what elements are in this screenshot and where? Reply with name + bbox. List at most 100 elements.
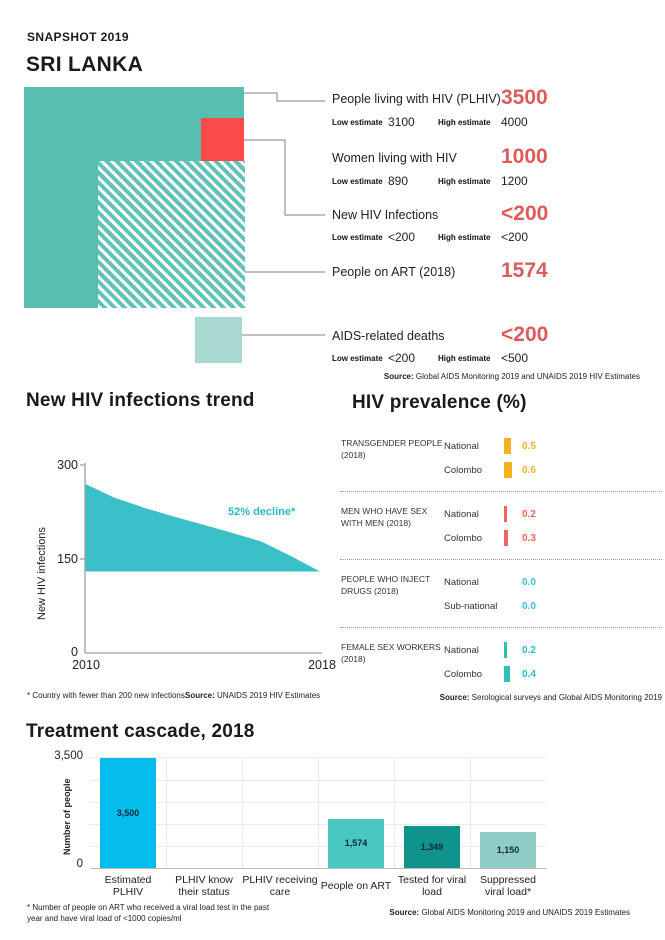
prevalence-group-label: PEOPLE WHO INJECT DRUGS (2018) — [341, 574, 431, 597]
source-text: Global AIDS Monitoring 2019 and UNAIDS 2… — [413, 372, 640, 381]
cascade-bar-value: 1,150 — [496, 844, 520, 855]
cascade-category-label: PLHIV know their status — [175, 873, 233, 898]
key-stats-source: Source: Global AIDS Monitoring 2019 and … — [300, 372, 640, 381]
prevalence-bar — [504, 462, 512, 478]
aids-deaths-square — [195, 317, 242, 363]
trend-area-shape — [85, 483, 320, 572]
prevalence-section-title: HIV prevalence (%) — [352, 392, 527, 413]
cascade-bar-value: 1,349 — [420, 841, 444, 852]
cascade-category-label: Suppressed viral load* — [479, 873, 537, 898]
cascade-bar: 1,349 — [404, 825, 460, 868]
gridline-vertical — [166, 758, 167, 868]
prevalence-bar — [504, 438, 511, 454]
decline-annotation: 52% decline* — [228, 506, 296, 518]
prevalence-row: National 0.2 — [444, 506, 662, 524]
snapshot-year-label: SNAPSHOT 2019 — [27, 30, 129, 44]
prevalence-group: TRANSGENDER PEOPLE (2018) National 0.5 Colo… — [340, 424, 662, 491]
high-estimate-label: High estimate — [438, 233, 491, 242]
low-estimate-label: Low estimate — [332, 118, 383, 127]
trend-ytick-0: 0 — [71, 645, 78, 659]
source-text: Serological surveys and Global AIDS Moni… — [469, 693, 662, 702]
prevalence-row: National 0.0 — [444, 574, 662, 592]
source-text: UNAIDS 2019 HIV Estimates — [214, 691, 321, 700]
cascade-section-title: Treatment cascade, 2018 — [26, 721, 255, 742]
prevalence-group: MEN WHO HAVE SEX WITH MEN (2018) National… — [340, 491, 662, 559]
source-label: Source: — [389, 908, 420, 917]
prevalence-row: Colombo 0.4 — [444, 666, 662, 684]
low-estimate-label: Low estimate — [332, 354, 383, 363]
people-on-art-square — [98, 161, 245, 308]
prevalence-row-name: Colombo — [444, 533, 483, 544]
prevalence-value: 0.4 — [522, 669, 536, 680]
low-estimate-label: Low estimate — [332, 233, 383, 242]
stat-estimates-aids-deaths: Low estimate <200 High estimate <500 — [332, 351, 640, 365]
source-label: Source: — [439, 693, 470, 702]
prevalence-row-name: National — [444, 441, 479, 452]
prevalence-row: National 0.5 — [444, 438, 662, 456]
prevalence-value: 0.5 — [522, 441, 536, 452]
stat-value: <200 — [501, 202, 549, 225]
prevalence-group-label: TRANSGENDER PEOPLE (2018) — [341, 438, 443, 461]
prevalence-group: FEMALE SEX WORKERS (2018) National 0.2 Colo… — [340, 627, 662, 695]
cascade-category-label: Estimated PLHIV — [104, 873, 152, 898]
stat-value: 1574 — [501, 259, 548, 282]
cascade-bar-value: 3,500 — [116, 808, 140, 818]
prevalence-groups: TRANSGENDER PEOPLE (2018) National 0.5 Colo… — [340, 424, 662, 695]
cascade-bar-value: 1,574 — [344, 838, 368, 849]
low-estimate-value: <200 — [388, 351, 416, 365]
high-estimate-label: High estimate — [438, 118, 491, 127]
page-title: SRI LANKA — [26, 53, 144, 76]
low-estimate-label: Low estimate — [332, 177, 383, 186]
stat-label: Women living with HIV — [332, 151, 457, 165]
high-estimate-value: 1200 — [501, 174, 528, 188]
gridline-vertical — [318, 758, 319, 868]
connector-lines — [242, 92, 325, 336]
prevalence-row: Sub-national 0.0 — [444, 598, 662, 616]
trend-ytick-150: 150 — [57, 552, 78, 566]
low-estimate-value: 3100 — [388, 115, 415, 129]
cascade-ytick-3500: 3,500 — [54, 750, 83, 762]
cascade-category-label: Tested for viral load — [397, 873, 467, 898]
stat-value: <200 — [501, 323, 549, 346]
cascade-source: Source: Global AIDS Monitoring 2019 and … — [300, 908, 630, 917]
prevalence-value: 0.2 — [522, 509, 536, 520]
prevalence-row-name: National — [444, 577, 479, 588]
cascade-category-label: People on ART — [320, 879, 392, 892]
prevalence-bar — [504, 530, 508, 546]
cascade-plot-area: 3,500 1,574 1,349 1,150 — [90, 757, 546, 869]
prevalence-row: Colombo 0.6 — [444, 462, 662, 480]
cascade-ytick-0: 0 — [76, 858, 83, 870]
high-estimate-label: High estimate — [438, 177, 491, 186]
prevalence-row-name: National — [444, 645, 479, 656]
footnote-line-2: year and have viral load of <1000 copies… — [27, 913, 182, 923]
cascade-x-axis-labels: Estimated PLHIV PLHIV know their status PL… — [90, 872, 546, 900]
stat-label: People on ART (2018) — [332, 265, 456, 279]
prevalence-value: 0.6 — [522, 465, 536, 476]
stat-estimates-plhiv: Low estimate 3100 High estimate 4000 — [332, 115, 640, 129]
source-label: Source: — [185, 691, 215, 700]
stat-estimates-women: Low estimate 890 High estimate 1200 — [332, 174, 640, 188]
prevalence-group-label: MEN WHO HAVE SEX WITH MEN (2018) — [341, 506, 428, 529]
trend-y-axis-label: New HIV infections — [36, 527, 48, 620]
cascade-bar: 1,574 — [328, 818, 384, 868]
gridline-vertical — [394, 758, 395, 868]
gridline-vertical — [470, 758, 471, 868]
high-estimate-label: High estimate — [438, 354, 491, 363]
trend-footnote: * Country with fewer than 200 new infect… — [27, 691, 188, 700]
cascade-y-axis-label: Number of people — [62, 778, 72, 855]
stat-value: 1000 — [501, 145, 548, 168]
high-estimate-value: <200 — [501, 230, 529, 244]
cascade-bar: 1,150 — [480, 831, 536, 868]
trend-xtick-2018: 2018 — [308, 658, 336, 672]
trend-xtick-2010: 2010 — [72, 658, 100, 672]
prevalence-row: National 0.2 — [444, 642, 662, 660]
high-estimate-value: 4000 — [501, 115, 528, 129]
cascade-footnote: * Number of people on ART who received a… — [27, 903, 307, 925]
trend-axes — [80, 463, 322, 654]
prevalence-row-name: Sub-national — [444, 601, 498, 612]
stat-value: 3500 — [501, 86, 548, 109]
prevalence-bar — [504, 642, 507, 658]
new-infections-square — [201, 118, 244, 161]
cascade-category-label: PLHIV receiving care — [242, 873, 318, 898]
